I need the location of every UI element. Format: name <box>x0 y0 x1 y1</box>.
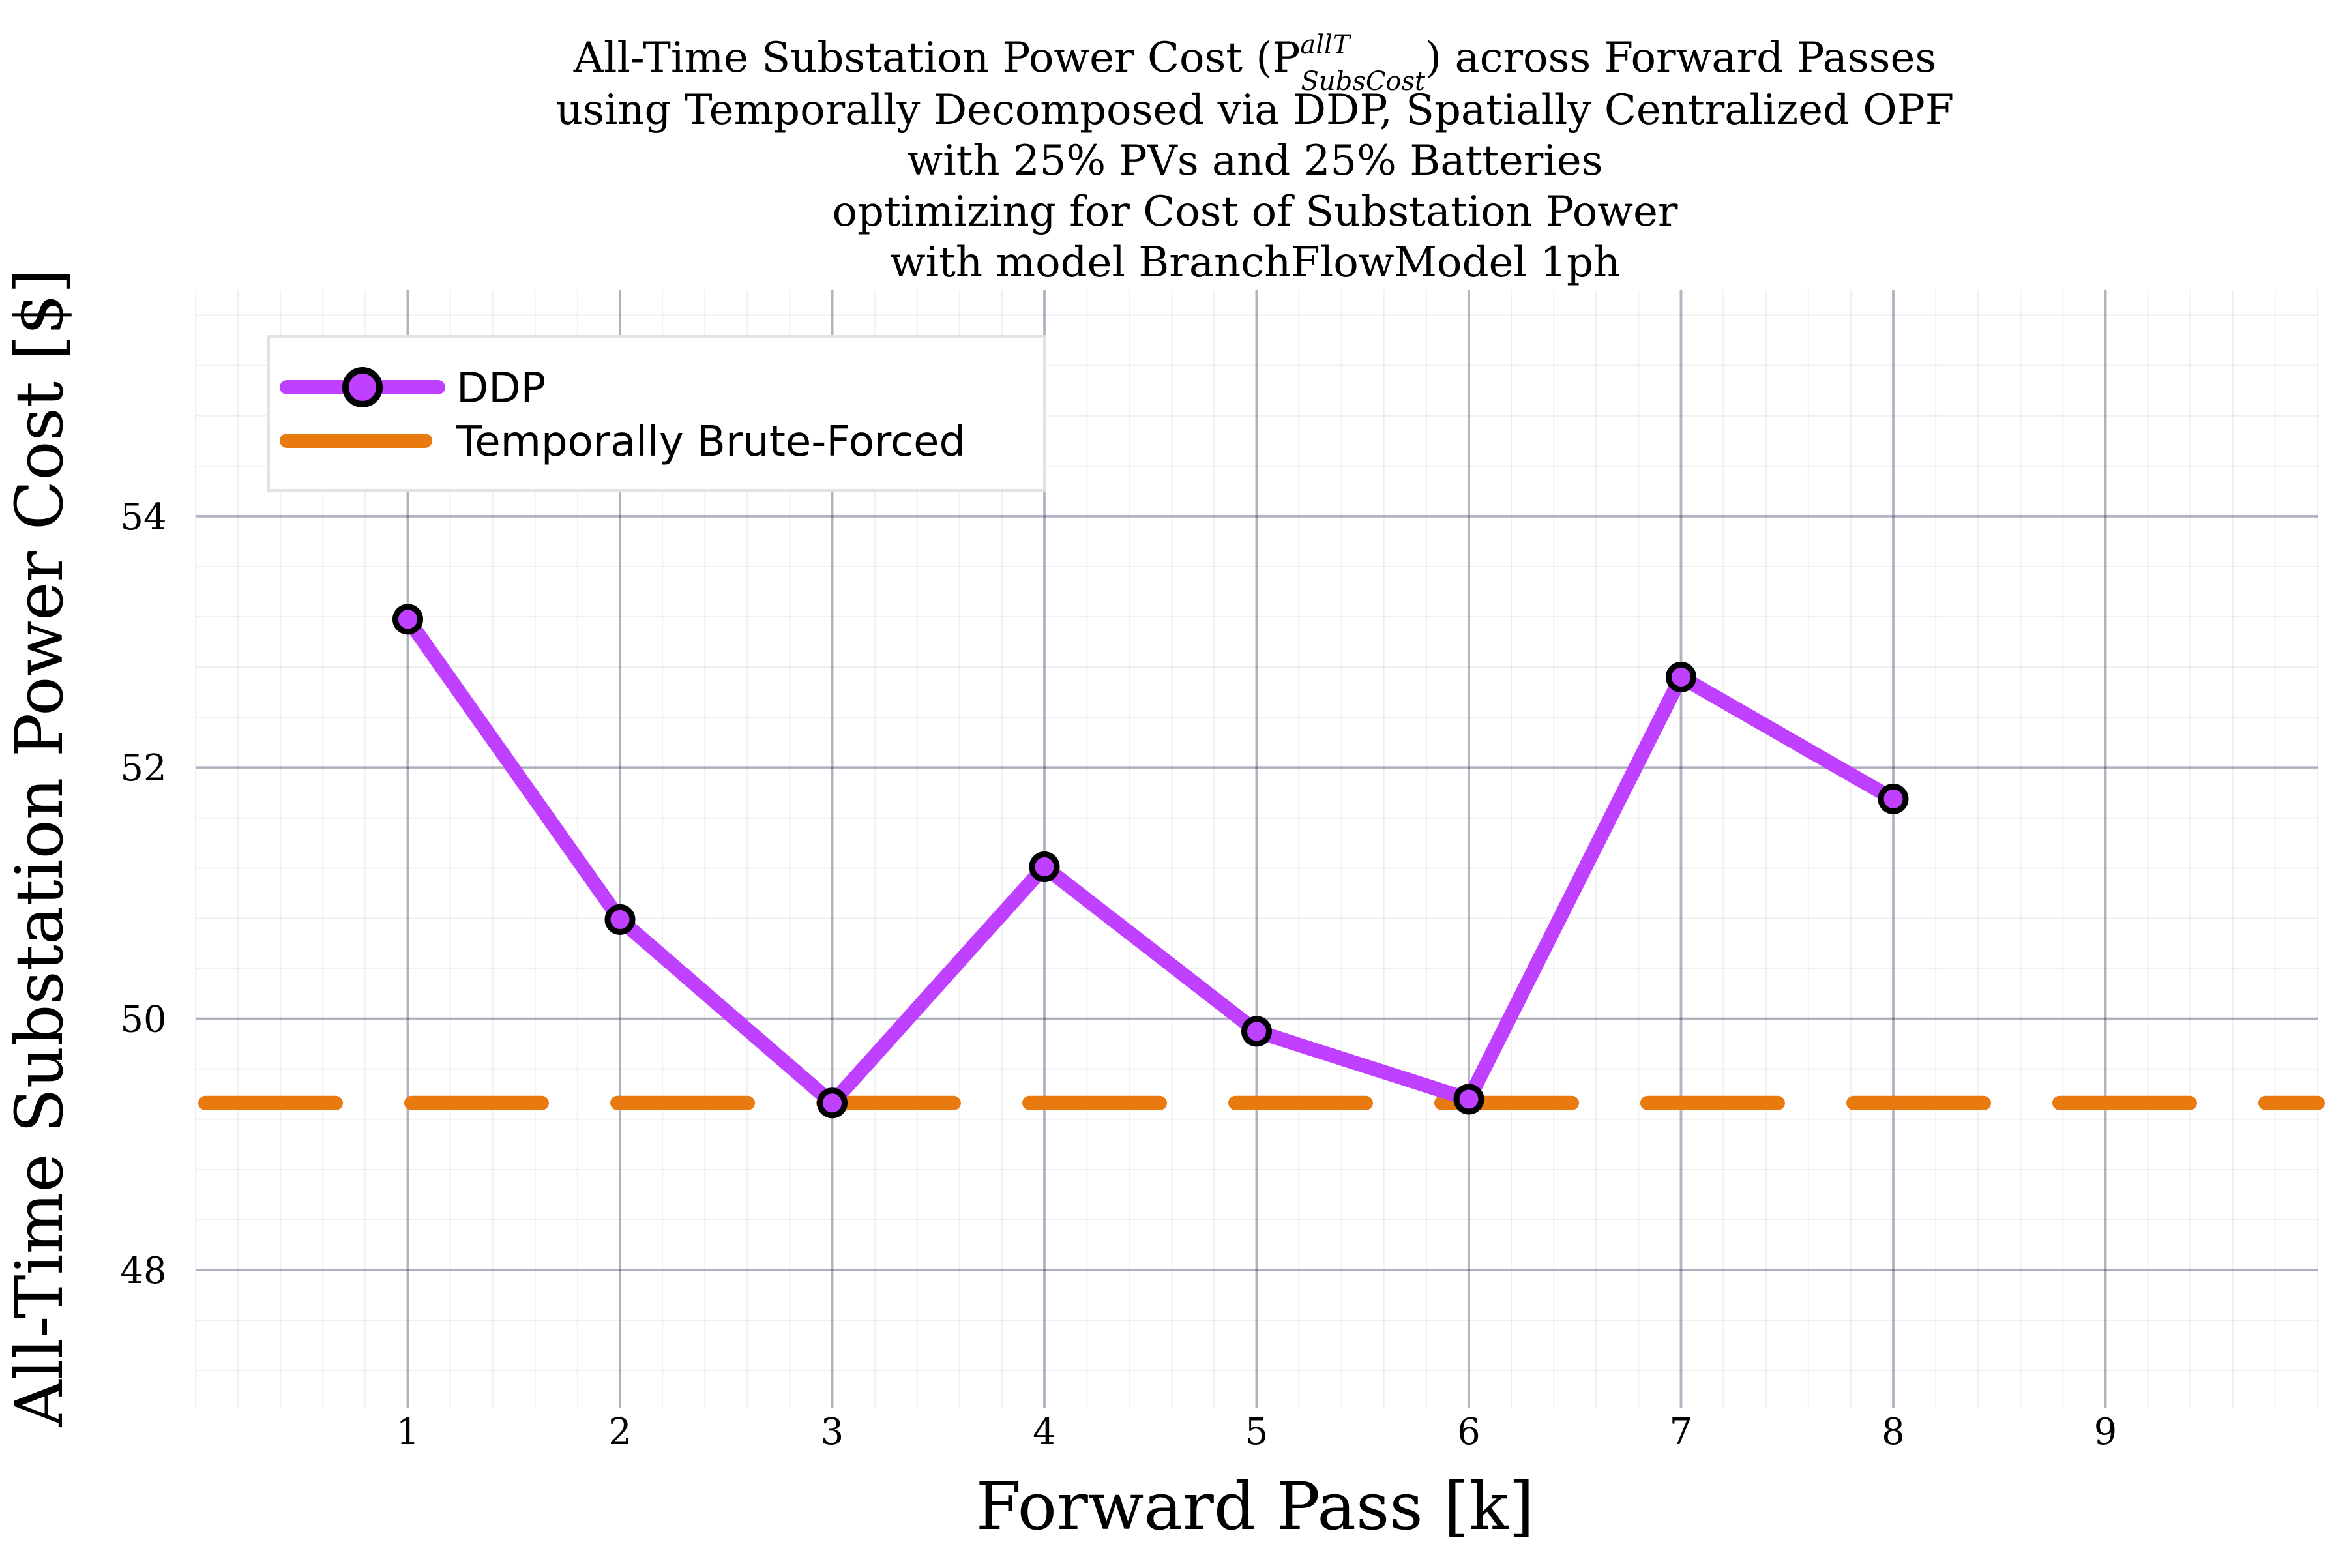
title-line-2: using Temporally Decomposed via DDP, Spa… <box>556 86 1954 134</box>
legend-label-brute-force: Temporally Brute-Forced <box>456 418 966 466</box>
title-suffix: ) across Forward Passes <box>1425 34 1936 82</box>
x-tick-label: 8 <box>1882 1411 1905 1453</box>
x-tick-label: 9 <box>2094 1411 2118 1453</box>
ddp-point <box>1666 662 1696 693</box>
tick-layer: 1 2 3 4 5 6 7 8 9 48 50 52 54 <box>120 496 2117 1453</box>
ddp-point <box>1878 783 1909 814</box>
y-tick-label: 48 <box>120 1250 166 1292</box>
x-tick-label: 2 <box>608 1411 632 1453</box>
ddp-point <box>1241 1016 1272 1047</box>
y-tick-label: 52 <box>120 747 166 790</box>
y-axis-label: All-Time Substation Power Cost [$] <box>1 269 78 1428</box>
y-tick-label: 54 <box>120 496 166 539</box>
title-line-4: optimizing for Cost of Substation Power <box>833 188 1678 236</box>
title-superscript: allT <box>1300 30 1351 60</box>
legend: DDP Temporally Brute-Forced <box>267 335 1046 492</box>
title-line-3: with 25% PVs and 25% Batteries <box>907 137 1602 185</box>
x-tick-label: 1 <box>396 1411 420 1453</box>
ddp-point <box>817 1087 848 1119</box>
legend-label-ddp: DDP <box>456 364 546 413</box>
series-ddp-line <box>400 612 1900 1110</box>
ddp-point <box>1029 851 1060 882</box>
title-subscript: SubsCost <box>1301 67 1426 96</box>
legend-ddp-marker <box>342 367 383 407</box>
x-tick-label: 7 <box>1670 1411 1693 1453</box>
title-line-1: All-Time Substation Power Cost (PallT Sub… <box>573 30 1936 96</box>
ddp-point <box>392 604 423 635</box>
title-line-5: with model BranchFlowModel 1ph <box>890 239 1620 287</box>
x-axis-label: Forward Pass [k] <box>976 1468 1534 1545</box>
y-tick-label: 50 <box>120 999 166 1041</box>
series-layer <box>188 604 2325 1119</box>
legend-box <box>267 335 1046 492</box>
ddp-point <box>1453 1084 1484 1115</box>
ddp-point <box>604 904 636 935</box>
x-tick-label: 4 <box>1033 1411 1056 1453</box>
x-tick-label: 3 <box>821 1411 844 1453</box>
x-tick-label: 5 <box>1245 1411 1269 1453</box>
x-tick-label: 6 <box>1457 1411 1481 1453</box>
chart-title: All-Time Substation Power Cost (PallT Sub… <box>556 30 1954 287</box>
